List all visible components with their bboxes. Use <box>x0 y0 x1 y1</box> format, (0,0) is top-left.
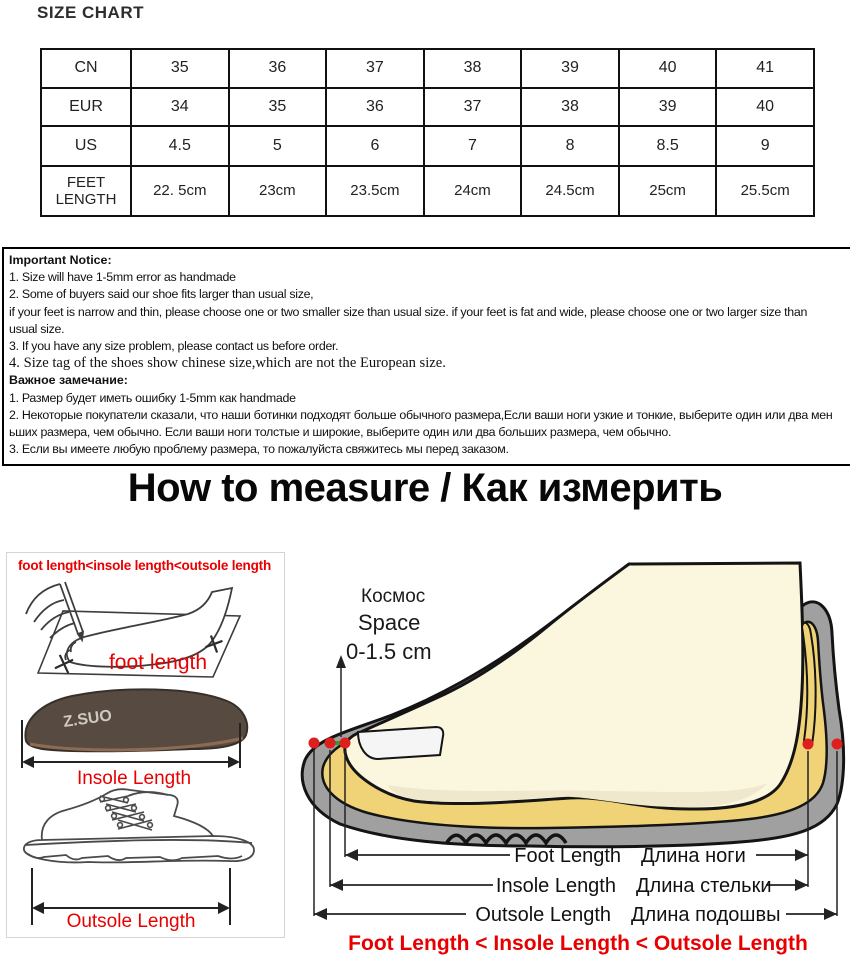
hand-with-pen-icon <box>25 581 85 643</box>
insole-length-row-ru: Длина стельки <box>636 875 772 897</box>
insole-length-arrow <box>21 720 241 768</box>
size-cell: 25.5cm <box>715 165 815 217</box>
size-cell: 7 <box>422 125 523 167</box>
outsole-length-row-ru: Длина подошвы <box>631 904 780 926</box>
notice-line: 2. Some of buyers said our shoe fits lar… <box>9 287 314 302</box>
size-cell: 39 <box>617 87 718 127</box>
space-label-en: Space <box>358 610 420 635</box>
outsole-length-arrow <box>31 868 231 925</box>
size-cell: 39 <box>520 48 620 89</box>
size-cell: 37 <box>422 87 523 127</box>
notice-line: 1. Size will have 1-5mm error as handmad… <box>9 270 236 285</box>
size-cell: 40 <box>715 87 815 127</box>
size-cell: 38 <box>520 87 620 127</box>
insole-length-row-lines <box>330 879 808 891</box>
size-cell: 23cm <box>227 165 328 217</box>
foot-sole-shading <box>388 783 768 808</box>
notice-line: 3. Если вы имеете любую проблему размера… <box>9 442 509 457</box>
size-cell: 38 <box>422 48 523 89</box>
size-cell: 24cm <box>422 165 523 217</box>
important-notice-box: Important Notice: 1. Size will have 1-5m… <box>2 247 850 466</box>
size-chart-table: CN 35 36 37 38 39 40 41 EUR 34 35 36 37 … <box>40 48 815 217</box>
size-cell: 41 <box>715 48 815 89</box>
table-row-cn: CN 35 36 37 38 39 40 41 <box>40 48 815 89</box>
size-cell: 25cm <box>617 165 718 217</box>
foot-measure-illustration: foot length <box>25 581 242 678</box>
size-cell: 24.5cm <box>520 165 620 217</box>
size-cell: 35 <box>130 48 230 89</box>
notice-line: 3. If you have any size problem, please … <box>9 339 339 354</box>
table-row-eur: EUR 34 35 36 37 38 39 40 <box>40 87 815 127</box>
insole-illustration: Z.SUO Insole Length <box>21 688 249 788</box>
size-cell: 36 <box>227 48 328 89</box>
insole-length-label: Insole Length <box>77 768 191 788</box>
size-cell: 6 <box>325 125 425 167</box>
length-rule-note: Foot Length < Insole Length < Outsole Le… <box>348 932 808 955</box>
insole-photo-shape <box>24 688 249 753</box>
size-cell: 8 <box>520 125 620 167</box>
size-cell: 34 <box>130 87 230 127</box>
guide-lines <box>313 750 838 916</box>
measure-tick-marks <box>54 635 223 674</box>
foot-shape <box>343 561 805 811</box>
boot-outline-shape <box>23 788 255 864</box>
page-title: SIZE CHART <box>37 3 144 22</box>
notice-line: 2. Некоторые покупатели сказали, что наш… <box>9 407 833 422</box>
row-label-eur: EUR <box>40 87 132 127</box>
size-cell: 40 <box>617 48 718 89</box>
notice-title-ru: Важное замечание: <box>9 373 128 388</box>
foot-length-label: foot length <box>109 651 207 674</box>
toe-cap-shape <box>356 725 445 761</box>
size-cell: 8.5 <box>617 125 718 167</box>
size-cell: 37 <box>325 48 425 89</box>
foot-length-row-ru: Длина ноги <box>641 845 746 867</box>
table-row-feet-length: FEET LENGTH 22. 5cm 23cm 23.5cm 24cm 24.… <box>40 165 815 217</box>
insole-length-row-en: Insole Length <box>496 875 616 897</box>
size-cell: 5 <box>227 125 328 167</box>
size-cell: 36 <box>325 87 425 127</box>
outsole-length-row-lines <box>314 908 837 920</box>
foot-length-row-lines <box>345 849 808 861</box>
row-label-cn: CN <box>40 48 132 89</box>
space-arrow <box>336 655 346 737</box>
size-rule-note: foot length<insole length<outsole length <box>18 558 271 573</box>
row-label-feet-length: FEET LENGTH <box>40 165 132 217</box>
insole-brand-label: Z.SUO <box>62 707 113 731</box>
notice-line: usual size. <box>9 321 65 336</box>
space-range-label: 0-1.5 cm <box>346 639 432 664</box>
notice-line: 1. Размер будет иметь ошибку 1-5mm как h… <box>9 390 296 405</box>
notice-title-en: Important Notice: <box>9 253 112 267</box>
tread-wave <box>444 833 568 847</box>
notice-line: ьших размера, чем обычно. Если ваши ноги… <box>9 425 672 440</box>
size-cell: 4.5 <box>130 125 230 167</box>
boot-illustration: Outsole Length <box>23 788 255 932</box>
notice-line: 4. Size tag of the shoes show chinese si… <box>9 355 446 372</box>
traced-foot-shape <box>64 586 234 668</box>
outsole-length-label: Outsole Length <box>67 911 196 932</box>
size-cell: 22. 5cm <box>130 165 230 217</box>
foot-length-row-en: Foot Length <box>514 845 621 867</box>
shoe-cross-section-diagram: Космос Space 0-1.5 cm Foot Length Длина … <box>300 561 846 955</box>
size-cell: 23.5cm <box>325 165 425 217</box>
boot-laces <box>98 795 154 831</box>
how-to-measure-heading: How to measure / Как измерить <box>127 466 723 510</box>
measure-point-dots <box>308 737 843 750</box>
size-cell: 9 <box>715 125 815 167</box>
table-row-us: US 4.5 5 6 7 8 8.5 9 <box>40 125 815 167</box>
space-label-ru: Космос <box>361 586 425 607</box>
outsole-length-row-en: Outsole Length <box>475 904 611 926</box>
notice-line: if your feet is narrow and thin, please … <box>9 304 808 319</box>
size-cell: 35 <box>227 87 328 127</box>
row-label-us: US <box>40 125 132 167</box>
insole-edge-highlight <box>29 736 244 752</box>
